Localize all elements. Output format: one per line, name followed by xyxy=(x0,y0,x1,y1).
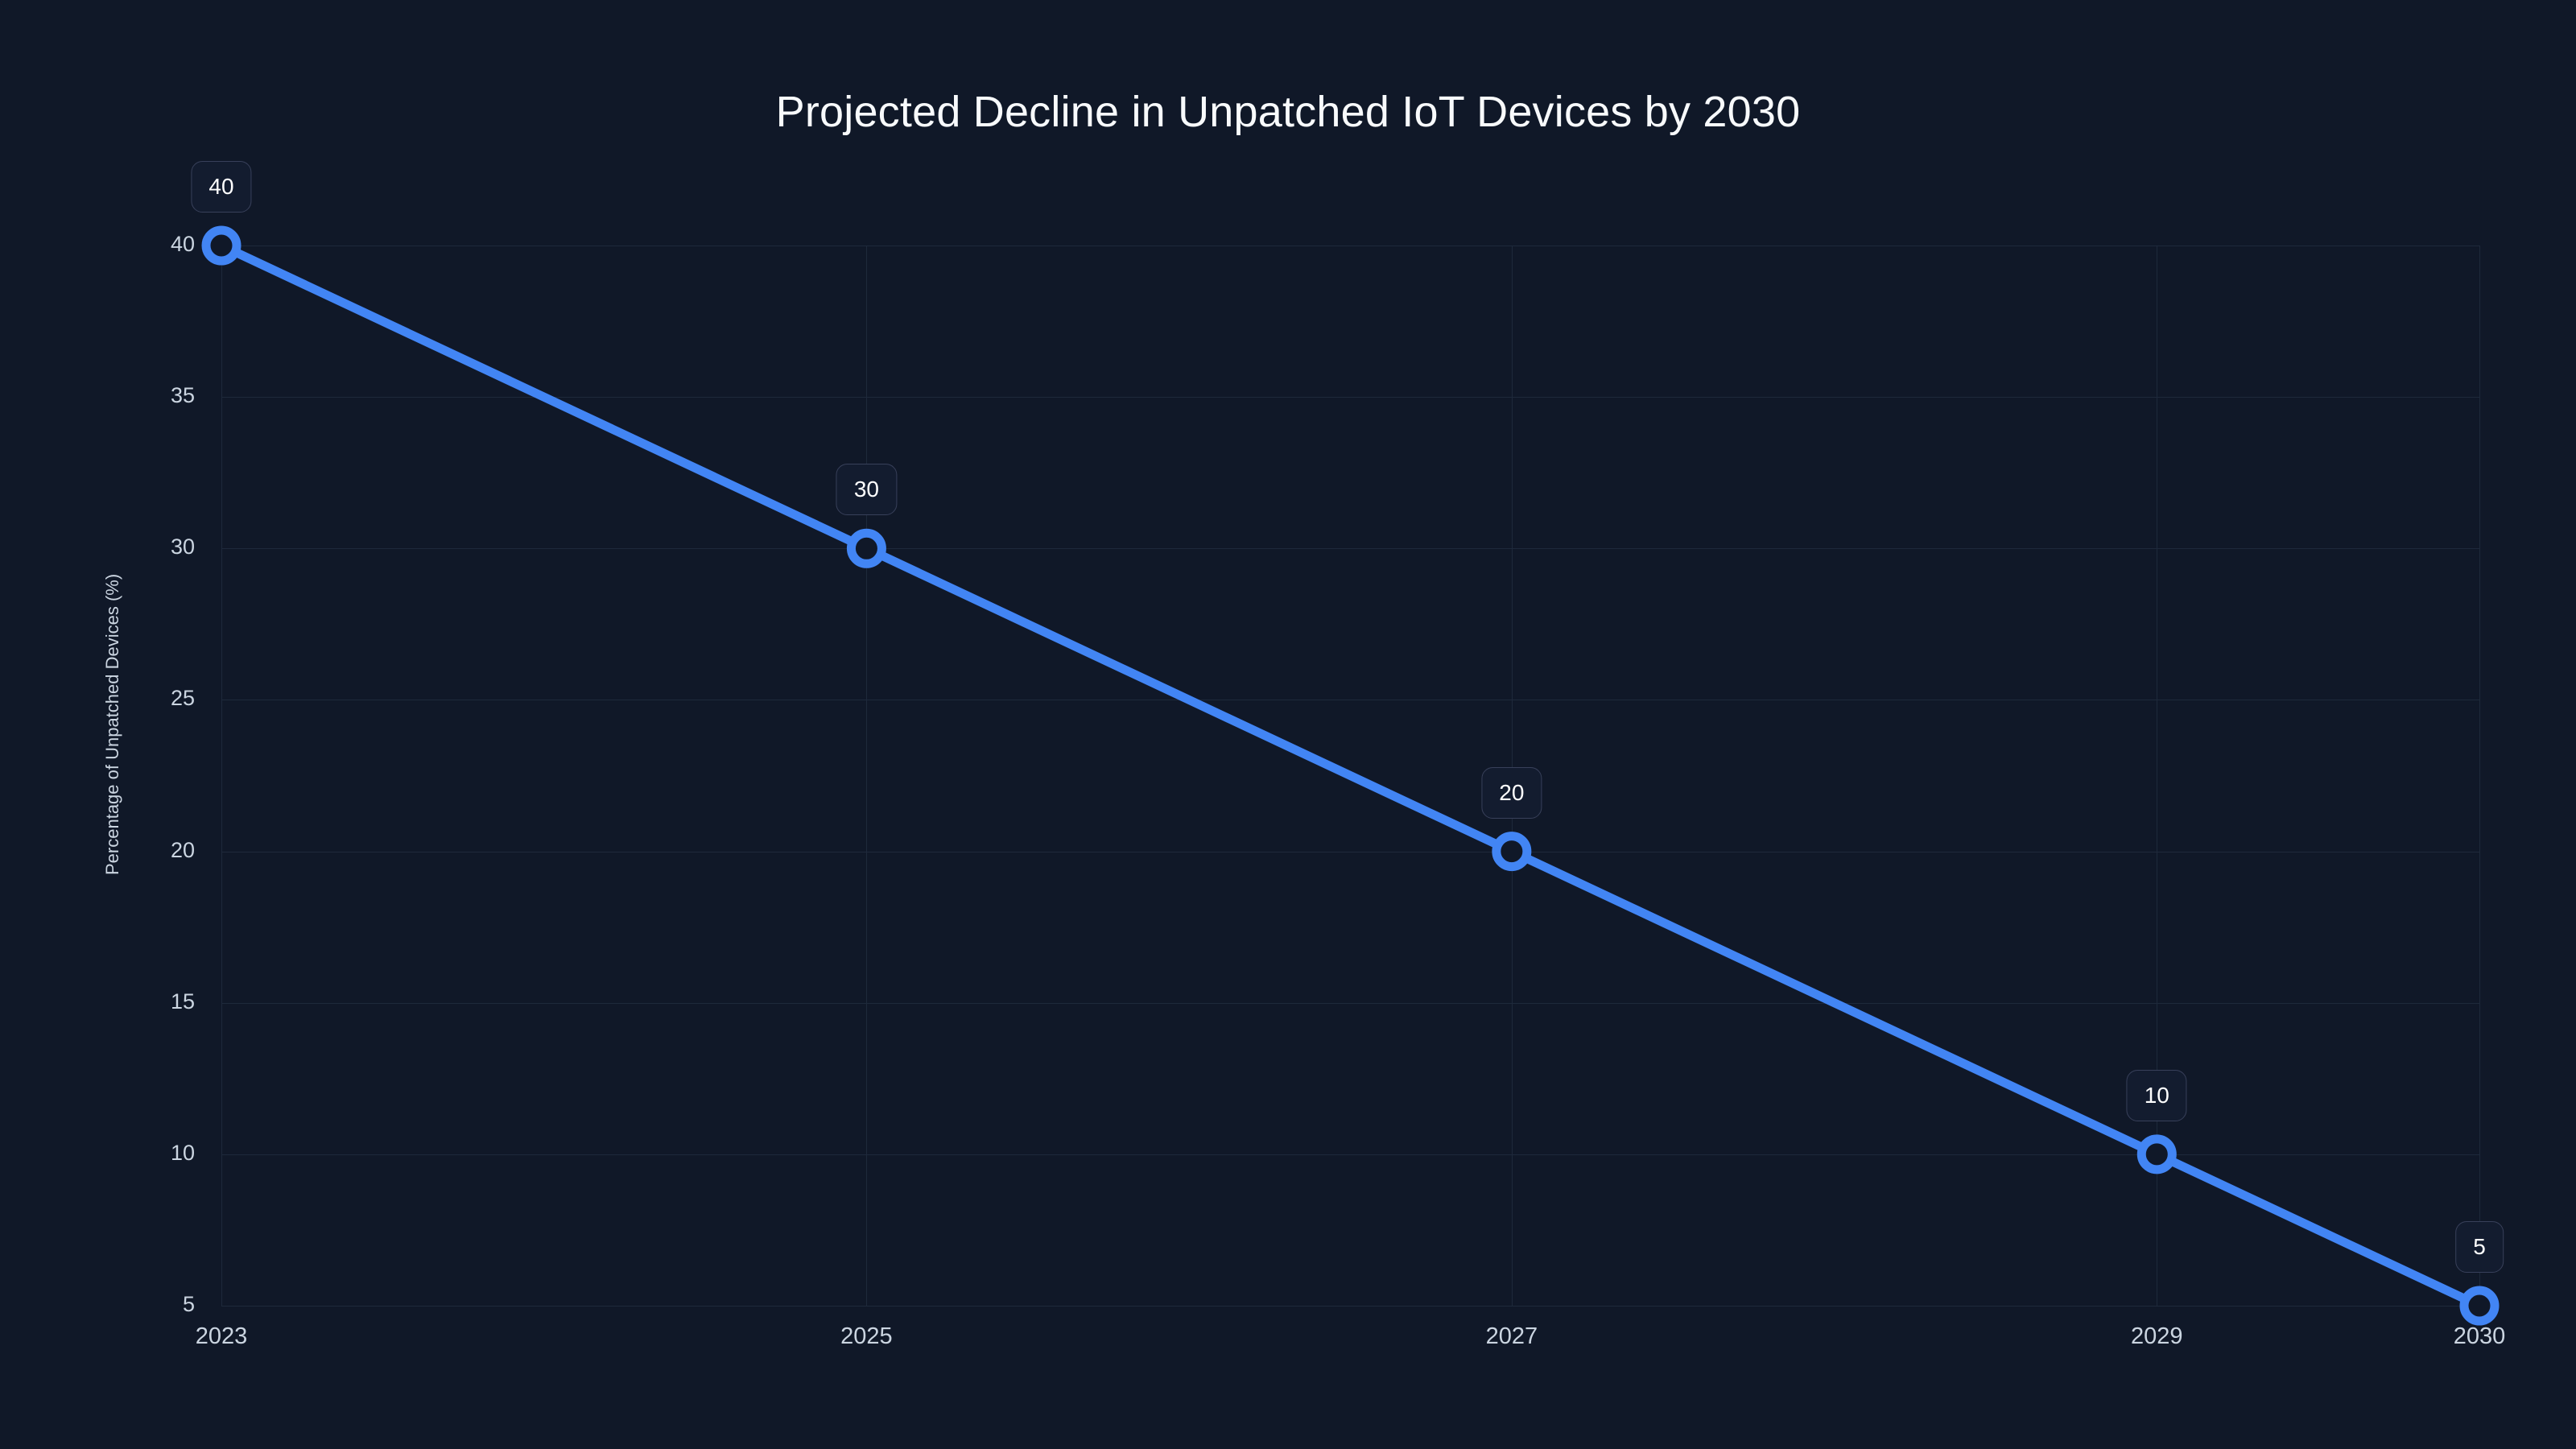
y-axis-tick-30: 30 xyxy=(170,535,195,559)
y-axis-tick-20: 20 xyxy=(170,837,195,862)
x-axis-tick-2029: 2029 xyxy=(2131,1323,2183,1349)
x-axis-tick-2030: 2030 xyxy=(2453,1323,2506,1349)
gridline-horizontal xyxy=(221,1154,2479,1155)
data-point-label: 20 xyxy=(1481,766,1542,819)
gridline-horizontal xyxy=(221,397,2479,398)
data-point-label: 30 xyxy=(836,464,897,516)
y-axis-tick-5: 5 xyxy=(182,1292,195,1316)
y-axis-tick-15: 15 xyxy=(170,989,195,1013)
x-axis-tick-2025: 2025 xyxy=(840,1323,893,1349)
x-axis-tick-2023: 2023 xyxy=(195,1323,248,1349)
data-point-label: 40 xyxy=(191,161,252,213)
gridline-horizontal xyxy=(221,1002,2479,1004)
y-axis-title: Percentage of Unpatched Devices (%) xyxy=(102,573,122,876)
data-point-label: 10 xyxy=(2126,1069,2187,1121)
page-title: Projected Decline in Unpatched IoT Devic… xyxy=(775,88,1801,136)
y-axis-tick-40: 40 xyxy=(170,232,195,256)
gridline-horizontal xyxy=(221,548,2479,550)
y-axis-tick-25: 25 xyxy=(170,686,195,711)
data-point-label: 5 xyxy=(2455,1221,2504,1273)
gridline-vertical xyxy=(866,246,868,1306)
y-axis-tick-10: 10 xyxy=(170,1140,195,1165)
gridline-vertical xyxy=(221,246,222,1306)
y-axis-tick-35: 35 xyxy=(170,383,195,408)
gridline-horizontal xyxy=(221,1306,2479,1307)
gridline-vertical xyxy=(2479,246,2480,1306)
x-axis-tick-2027: 2027 xyxy=(1485,1323,1538,1349)
plot-area xyxy=(221,246,2480,1307)
